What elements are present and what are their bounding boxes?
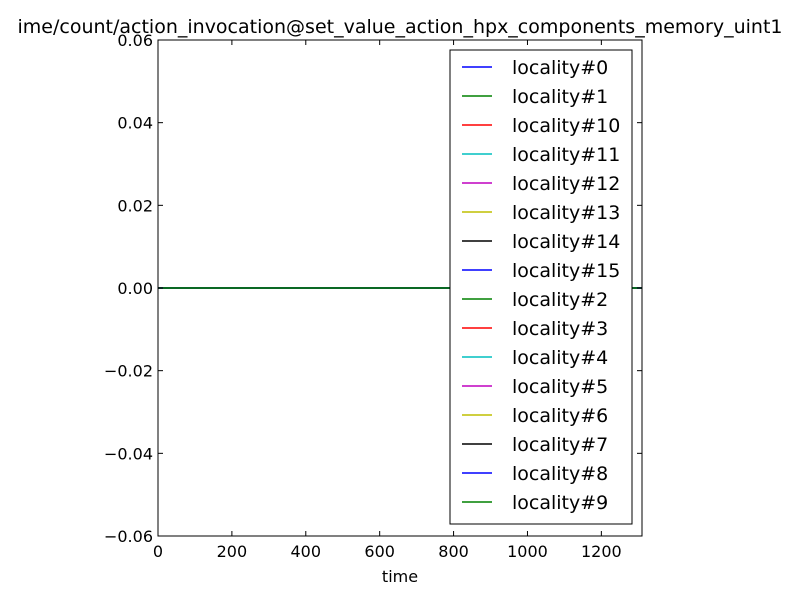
legend-label: locality#15 bbox=[512, 260, 620, 282]
x-tick-label: 1200 bbox=[581, 542, 622, 561]
y-tick-label: −0.04 bbox=[104, 444, 153, 463]
legend: locality#0 locality#1 locality#10 locality#… bbox=[449, 49, 633, 525]
x-axis: 0 200 400 600 800 1000 1200 bbox=[153, 40, 622, 561]
x-axis-label: time bbox=[382, 567, 418, 586]
legend-label: locality#6 bbox=[512, 405, 608, 427]
y-tick-label: 0.06 bbox=[117, 31, 153, 50]
legend-label: locality#12 bbox=[512, 173, 620, 195]
x-tick-label: 0 bbox=[153, 542, 163, 561]
chart-title: ime/count/action_invocation@set_value_ac… bbox=[18, 16, 783, 38]
x-tick-label: 200 bbox=[217, 542, 248, 561]
x-tick-label: 400 bbox=[291, 542, 322, 561]
legend-box bbox=[449, 49, 633, 525]
legend-label: locality#13 bbox=[512, 202, 620, 224]
legend-label: locality#5 bbox=[512, 376, 608, 398]
legend-label: locality#2 bbox=[512, 289, 608, 311]
y-tick-label: 0.02 bbox=[117, 196, 153, 215]
legend-label: locality#1 bbox=[512, 86, 608, 108]
legend-label: locality#8 bbox=[512, 463, 608, 485]
y-tick-label: −0.06 bbox=[104, 527, 153, 546]
y-axis: 0.06 0.04 0.02 0.00 −0.02 −0.04 −0.06 bbox=[104, 31, 642, 546]
legend-label: locality#9 bbox=[512, 492, 608, 514]
legend-label: locality#3 bbox=[512, 318, 608, 340]
legend-label: locality#14 bbox=[512, 231, 620, 253]
x-tick-label: 800 bbox=[438, 542, 469, 561]
legend-label: locality#0 bbox=[512, 57, 608, 79]
y-tick-label: −0.02 bbox=[104, 362, 153, 381]
legend-label: locality#11 bbox=[512, 144, 620, 166]
legend-label: locality#7 bbox=[512, 434, 608, 456]
y-tick-label: 0.04 bbox=[117, 114, 153, 133]
legend-label: locality#4 bbox=[512, 347, 608, 369]
legend-label: locality#10 bbox=[512, 115, 620, 137]
y-tick-label: 0.00 bbox=[117, 279, 153, 298]
x-tick-label: 600 bbox=[364, 542, 395, 561]
x-tick-label: 1000 bbox=[507, 542, 548, 561]
